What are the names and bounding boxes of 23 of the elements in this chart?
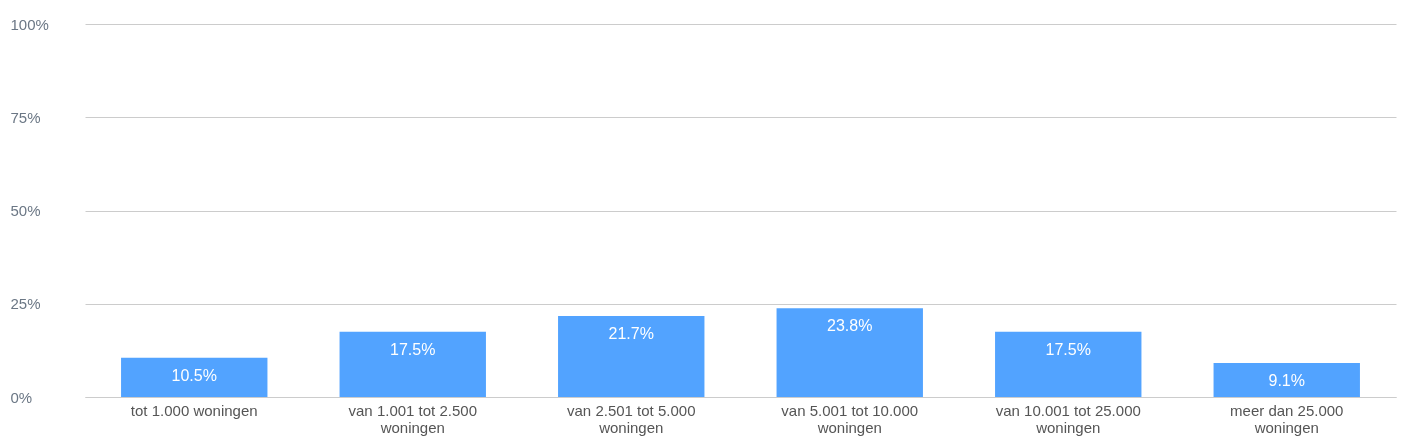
- bar: [339, 331, 486, 397]
- bar: [558, 316, 705, 397]
- y-tick-label: 50%: [10, 202, 41, 219]
- x-tick-label: meer dan 25.000 woningen: [1230, 401, 1344, 436]
- x-tick-label: van 10.001 tot 25.000 woningen: [995, 401, 1141, 436]
- data-label: 10.5%: [171, 366, 217, 384]
- x-tick-label: van 5.001 tot 10.000 woningen: [781, 401, 919, 436]
- x-tick-label: van 1.001 tot 2.500 woningen: [348, 401, 477, 436]
- bar: [776, 308, 923, 397]
- data-label: 17.5%: [1045, 340, 1091, 358]
- data-label: 21.7%: [608, 325, 654, 343]
- y-tick-label: 25%: [10, 295, 41, 313]
- data-label: 23.8%: [827, 317, 873, 335]
- data-label: 9.1%: [1268, 372, 1305, 390]
- x-tick-label: van 2.501 tot 5.000 woningen: [567, 401, 696, 436]
- y-tick-label: 0%: [10, 388, 33, 406]
- bar: [121, 357, 268, 397]
- data-label: 17.5%: [390, 340, 436, 358]
- bar: [995, 331, 1142, 397]
- bar: [1213, 363, 1360, 397]
- y-tick-label: 100%: [10, 15, 49, 33]
- x-tick-label: tot 1.000 woningen: [130, 401, 258, 419]
- y-tick-label: 75%: [10, 108, 41, 126]
